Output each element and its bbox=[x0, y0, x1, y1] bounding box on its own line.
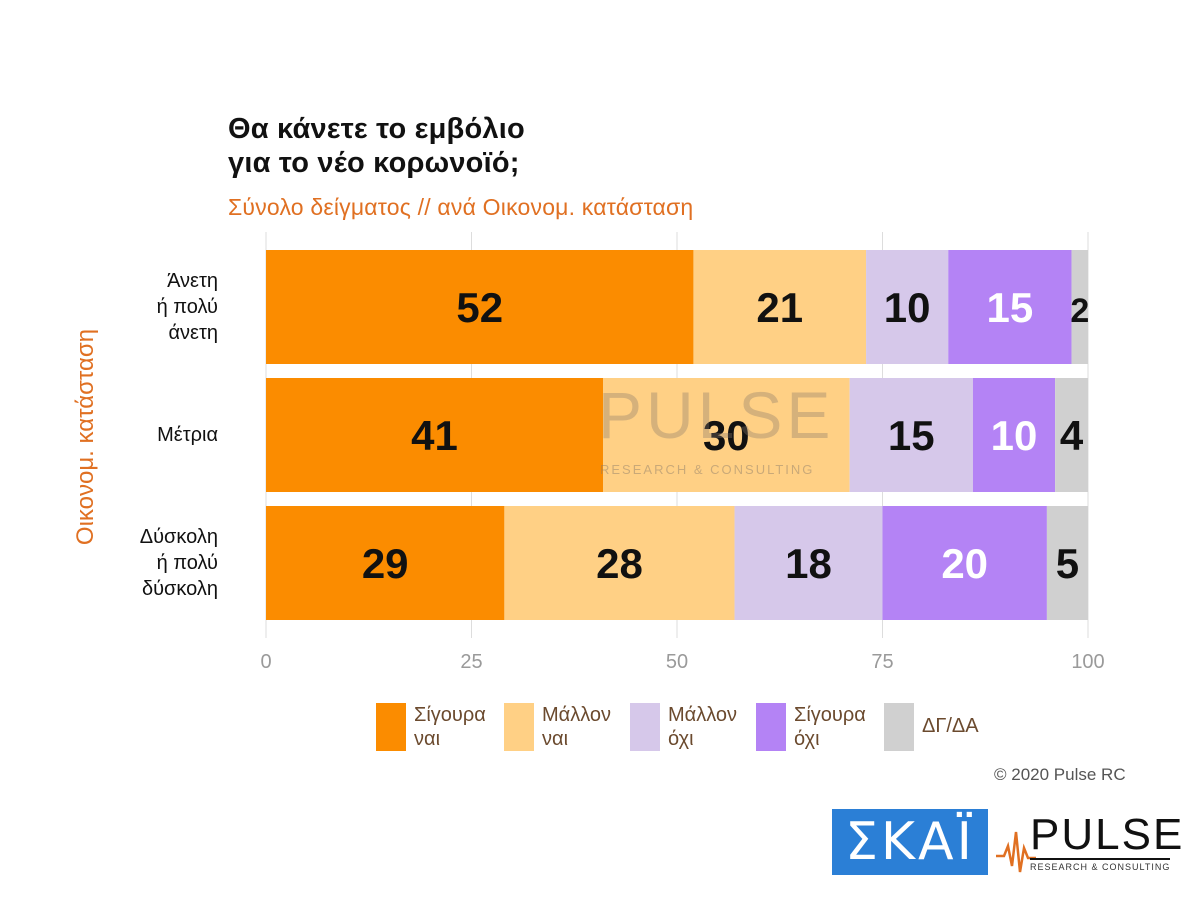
data-label-r1-s0: 41 bbox=[411, 412, 458, 459]
category-label-0: Άνετη ή πολύ άνετη bbox=[28, 268, 218, 346]
legend-label-4: ΔΓ/ΔΑ bbox=[922, 703, 979, 738]
pulse-logo-word: PULSE bbox=[1030, 810, 1185, 859]
bar-segment-r0-s1 bbox=[693, 250, 867, 364]
legend-swatch-1 bbox=[504, 703, 534, 751]
data-label-r1-s4: 4 bbox=[1060, 412, 1084, 459]
data-label-r1-s1: 30 bbox=[703, 412, 750, 459]
bar-segment-r1-s0 bbox=[266, 378, 604, 492]
category-label-1-line-0: Μέτρια bbox=[157, 424, 218, 446]
category-label-2: Δύσκολη ή πολύ δύσκολη bbox=[28, 524, 218, 602]
chart-subtitle: Σύνολο δείγματος // ανά Οικονομ. κατάστα… bbox=[228, 194, 694, 220]
bar-segment-r1-s3 bbox=[972, 378, 1056, 492]
legend-label-4-line-0: ΔΓ/ΔΑ bbox=[922, 715, 979, 737]
pulse-wave-icon bbox=[996, 831, 1036, 873]
legend-label-1-line-1: ναι bbox=[542, 728, 569, 750]
watermark-subtitle: RESEARCH & CONSULTING bbox=[600, 462, 815, 477]
bar-segment-r1-s4 bbox=[1055, 378, 1088, 492]
bar-segment-r2-s3 bbox=[882, 506, 1047, 620]
category-label-1: Μέτρια bbox=[28, 422, 218, 448]
data-label-r2-s4: 5 bbox=[1056, 540, 1079, 587]
data-label-r2-s1: 28 bbox=[596, 540, 643, 587]
legend-item-3: Σίγουρα όχι bbox=[756, 703, 866, 751]
category-label-2-line-1: ή πολύ bbox=[156, 552, 218, 574]
data-label-r1-s3: 10 bbox=[991, 412, 1038, 459]
legend-item-2: Μάλλον όχι bbox=[630, 703, 737, 751]
bar-segment-r0-s2 bbox=[866, 250, 949, 364]
category-label-2-line-2: δύσκολη bbox=[141, 578, 218, 600]
category-label-0-line-2: άνετη bbox=[168, 322, 218, 344]
bar-segment-r0-s0 bbox=[266, 250, 694, 364]
data-label-r2-s0: 29 bbox=[362, 540, 409, 587]
data-label-r0-s3: 15 bbox=[987, 284, 1034, 331]
bar-segment-r1-s2 bbox=[849, 378, 973, 492]
legend-item-1: Μάλλον ναι bbox=[504, 703, 611, 751]
legend-label-2-line-1: όχι bbox=[668, 728, 694, 750]
legend-label-3: Σίγουρα όχι bbox=[794, 703, 866, 751]
category-label-0-line-1: ή πολύ bbox=[156, 296, 218, 318]
watermark-word: PULSE bbox=[598, 378, 835, 452]
x-tick-label-50: 50 bbox=[666, 651, 688, 673]
data-label-r0-s4: 2 bbox=[1070, 292, 1089, 330]
category-label-0-line-0: Άνετη bbox=[167, 270, 218, 292]
x-tick-label-75: 75 bbox=[871, 651, 893, 673]
legend-item-4: ΔΓ/ΔΑ bbox=[884, 703, 979, 751]
legend-swatch-3 bbox=[756, 703, 786, 751]
category-label-2-line-0: Δύσκολη bbox=[139, 526, 218, 548]
chart-title-line1: Θα κάνετε το εμβόλιο bbox=[228, 113, 525, 145]
legend-swatch-4 bbox=[884, 703, 914, 751]
x-tick-label-0: 0 bbox=[260, 651, 271, 673]
data-label-r1-s2: 15 bbox=[888, 412, 935, 459]
legend-label-0-line-0: Σίγουρα bbox=[414, 704, 486, 726]
bar-segment-r0-s3 bbox=[948, 250, 1072, 364]
data-label-r2-s2: 18 bbox=[785, 540, 832, 587]
pulse-logo: PULSE RESEARCH & CONSULTING bbox=[996, 812, 1182, 878]
pulse-logo-subtitle: RESEARCH & CONSULTING bbox=[1030, 862, 1171, 872]
legend-swatch-0 bbox=[376, 703, 406, 751]
copyright-text: © 2020 Pulse RC bbox=[994, 765, 1126, 784]
skai-logo-text: ΣΚΑΪ bbox=[845, 812, 975, 872]
data-label-r0-s0: 52 bbox=[456, 284, 503, 331]
legend-label-1-line-0: Μάλλον bbox=[542, 704, 612, 726]
data-label-r0-s1: 21 bbox=[756, 284, 803, 331]
legend-label-2-line-0: Μάλλον bbox=[668, 704, 738, 726]
bar-segment-r2-s2 bbox=[734, 506, 883, 620]
legend-label-3-line-1: όχι bbox=[794, 728, 820, 750]
x-tick-label-100: 100 bbox=[1071, 651, 1104, 673]
legend-label-3-line-0: Σίγουρα bbox=[794, 704, 866, 726]
bar-segment-r0-s4 bbox=[1071, 250, 1088, 364]
legend-label-1: Μάλλον ναι bbox=[542, 703, 611, 751]
bar-segment-r2-s0 bbox=[266, 506, 505, 620]
legend-swatch-2 bbox=[630, 703, 660, 751]
chart-title-line2: για το νέο κορωνοϊό; bbox=[228, 147, 520, 179]
legend-label-2: Μάλλον όχι bbox=[668, 703, 737, 751]
chart-title: Θα κάνετε το εμβόλιο για το νέο κορωνοϊό… bbox=[228, 112, 525, 180]
bar-segment-r2-s1 bbox=[504, 506, 735, 620]
legend-item-0: Σίγουρα ναι bbox=[376, 703, 486, 751]
bar-segment-r1-s1 bbox=[603, 378, 850, 492]
legend-label-0: Σίγουρα ναι bbox=[414, 703, 486, 751]
skai-logo: ΣΚΑΪ bbox=[832, 809, 988, 875]
pulse-watermark: PULSE RESEARCH & CONSULTING bbox=[598, 380, 830, 490]
x-tick-label-25: 25 bbox=[460, 651, 482, 673]
data-label-r2-s3: 20 bbox=[941, 540, 988, 587]
pulse-logo-underline bbox=[1030, 858, 1170, 860]
bar-segment-r2-s4 bbox=[1046, 506, 1088, 620]
legend-label-0-line-1: ναι bbox=[414, 728, 441, 750]
data-label-r0-s2: 10 bbox=[884, 284, 931, 331]
